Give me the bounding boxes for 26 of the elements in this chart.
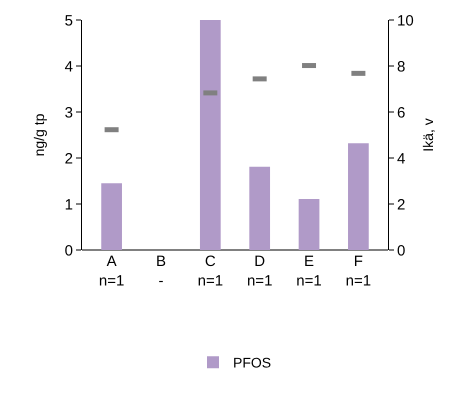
y2-tick-label: 2 xyxy=(397,196,406,214)
y2-tick-label: 0 xyxy=(397,242,406,260)
bar xyxy=(298,198,320,250)
bar xyxy=(348,143,369,250)
legend-label: PFOS xyxy=(233,354,272,371)
x-tick-label: F n=1 xyxy=(346,253,372,290)
y-tick-label: 3 xyxy=(64,104,73,122)
x-tick-label: D n=1 xyxy=(246,253,272,290)
y-tick-label: 4 xyxy=(64,58,73,76)
y2-tick-label: 6 xyxy=(397,104,406,122)
bar xyxy=(249,166,270,250)
bar xyxy=(101,183,122,250)
y-axis-title: ng/g tp xyxy=(31,113,47,156)
y-tick-label: 0 xyxy=(64,242,73,260)
y2-axis-title: Ikä, v xyxy=(420,118,436,152)
x-tick-label: A n=1 xyxy=(98,253,124,290)
x-tick-label: B - xyxy=(156,253,166,290)
y-tick-label: 5 xyxy=(64,12,73,30)
x-tick-label: E n=1 xyxy=(296,253,322,290)
y-tick-label: 1 xyxy=(64,196,73,214)
y-tick-label: 2 xyxy=(64,150,73,168)
y2-tick-label: 8 xyxy=(397,58,406,76)
y2-tick-label: 4 xyxy=(397,150,406,168)
x-tick-label: C n=1 xyxy=(198,253,224,290)
y2-tick-label: 10 xyxy=(397,12,414,30)
bar xyxy=(200,20,221,250)
